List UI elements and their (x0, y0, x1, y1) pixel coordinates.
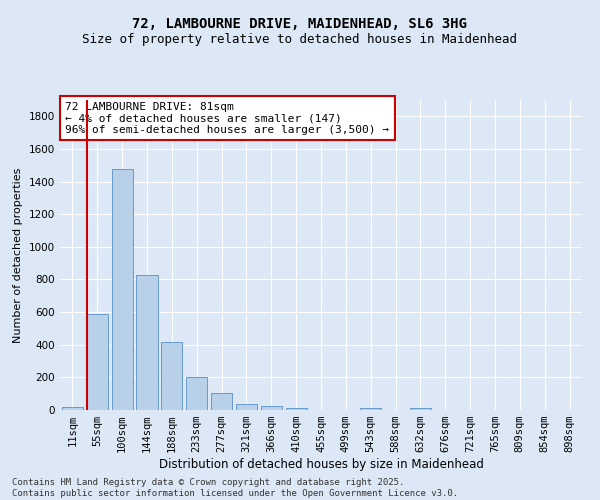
Text: Size of property relative to detached houses in Maidenhead: Size of property relative to detached ho… (83, 32, 517, 46)
X-axis label: Distribution of detached houses by size in Maidenhead: Distribution of detached houses by size … (158, 458, 484, 471)
Text: Contains HM Land Registry data © Crown copyright and database right 2025.
Contai: Contains HM Land Registry data © Crown c… (12, 478, 458, 498)
Y-axis label: Number of detached properties: Number of detached properties (13, 168, 23, 342)
Bar (261, 406, 282, 410)
Bar (410, 408, 431, 410)
Bar (87, 314, 108, 410)
Text: 72 LAMBOURNE DRIVE: 81sqm
← 4% of detached houses are smaller (147)
96% of semi-: 72 LAMBOURNE DRIVE: 81sqm ← 4% of detach… (65, 102, 389, 134)
Bar (62, 406, 83, 410)
Bar (236, 404, 257, 410)
Bar (360, 408, 381, 410)
Bar (112, 170, 133, 410)
Bar (186, 378, 207, 410)
Bar (286, 408, 307, 410)
Bar (136, 274, 158, 410)
Bar (211, 393, 232, 410)
Bar (161, 342, 182, 410)
Text: 72, LAMBOURNE DRIVE, MAIDENHEAD, SL6 3HG: 72, LAMBOURNE DRIVE, MAIDENHEAD, SL6 3HG (133, 18, 467, 32)
